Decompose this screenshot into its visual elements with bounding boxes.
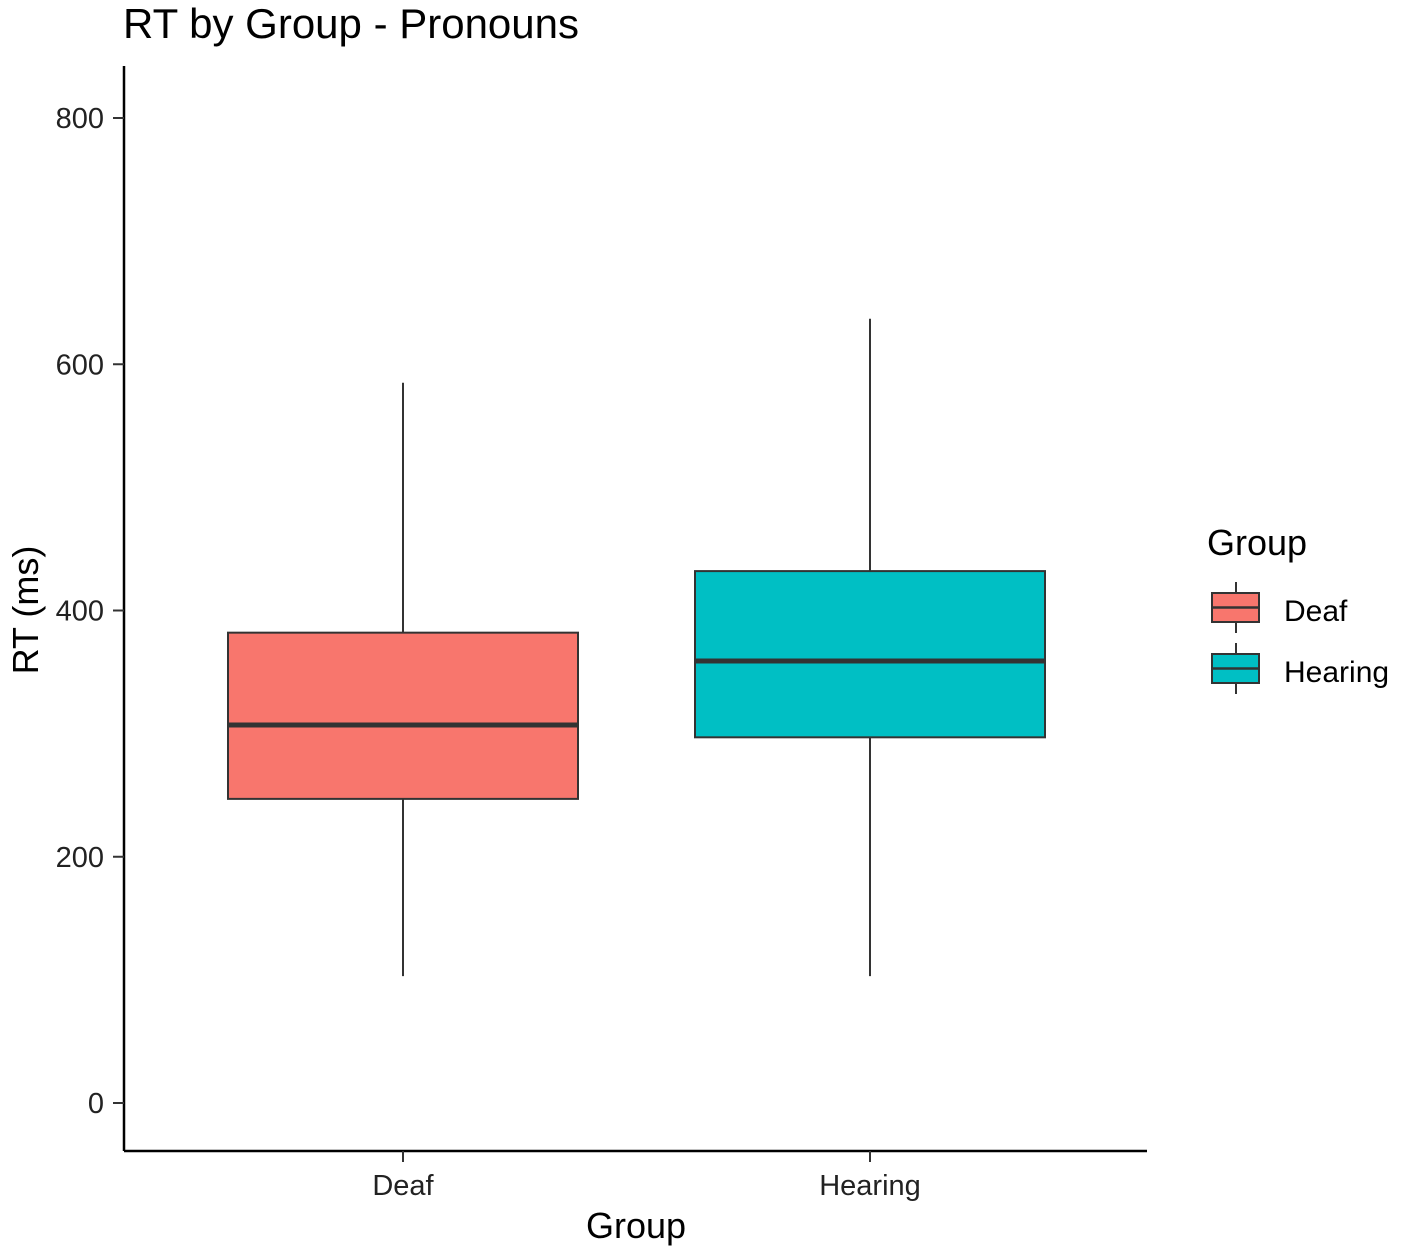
y-axis-ticks: 0 200 400 600 800: [56, 103, 124, 1120]
x-tick-label: Deaf: [372, 1170, 434, 1202]
x-axis-title: Group: [586, 1205, 686, 1246]
legend: Group Deaf Hearing: [1207, 522, 1389, 694]
box-body: [694, 570, 1046, 739]
x-axis-ticks: Deaf Hearing: [372, 1151, 921, 1202]
y-tick-label: 400: [56, 596, 104, 628]
y-axis-title: RT (ms): [5, 546, 46, 675]
legend-entry-deaf: Deaf: [1211, 582, 1348, 633]
legend-label: Deaf: [1284, 595, 1348, 628]
box-deaf: [227, 382, 579, 977]
box-hearing: [694, 318, 1046, 977]
legend-label: Hearing: [1284, 656, 1389, 689]
x-tick-label: Hearing: [819, 1170, 921, 1202]
chart-title: RT by Group - Pronouns: [123, 0, 579, 47]
legend-title: Group: [1207, 522, 1307, 563]
y-tick-label: 600: [56, 349, 104, 381]
plot-area: [227, 318, 1046, 977]
legend-entry-hearing: Hearing: [1211, 643, 1389, 694]
box-body: [227, 631, 579, 800]
y-tick-label: 200: [56, 842, 104, 874]
y-tick-label: 800: [56, 103, 104, 135]
y-tick-label: 0: [88, 1088, 104, 1120]
